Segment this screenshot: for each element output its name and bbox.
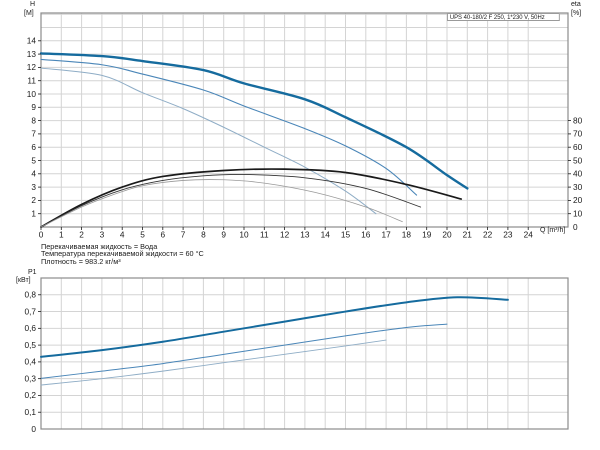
svg-text:4: 4 (120, 230, 125, 240)
svg-text:11: 11 (260, 230, 269, 240)
svg-text:24: 24 (524, 230, 534, 240)
svg-text:5: 5 (31, 155, 36, 165)
svg-text:0,7: 0,7 (24, 306, 36, 316)
svg-text:50: 50 (573, 155, 583, 165)
svg-text:7: 7 (181, 230, 186, 240)
svg-text:60: 60 (573, 142, 583, 152)
svg-text:14: 14 (27, 36, 37, 46)
svg-text:0: 0 (31, 424, 36, 434)
svg-text:10: 10 (573, 209, 583, 219)
svg-text:9: 9 (31, 102, 36, 112)
svg-text:8: 8 (31, 115, 36, 125)
svg-text:4: 4 (31, 169, 36, 179)
svg-text:40: 40 (573, 169, 583, 179)
svg-text:14: 14 (321, 230, 331, 240)
svg-text:0: 0 (39, 230, 44, 240)
svg-text:80: 80 (573, 115, 583, 125)
svg-text:2: 2 (31, 195, 36, 205)
svg-text:5: 5 (140, 230, 145, 240)
svg-text:13: 13 (300, 230, 310, 240)
svg-text:11: 11 (27, 76, 36, 86)
svg-text:0,5: 0,5 (24, 340, 36, 350)
svg-text:17: 17 (381, 230, 391, 240)
svg-text:10: 10 (239, 230, 249, 240)
svg-text:2: 2 (79, 230, 84, 240)
svg-text:0,2: 0,2 (24, 390, 36, 400)
svg-text:20: 20 (442, 230, 452, 240)
svg-text:8: 8 (201, 230, 206, 240)
svg-text:15: 15 (341, 230, 351, 240)
svg-text:1: 1 (59, 230, 64, 240)
svg-text:0,4: 0,4 (24, 357, 36, 367)
svg-text:0,3: 0,3 (24, 373, 36, 383)
svg-text:70: 70 (573, 129, 583, 139)
svg-text:23: 23 (503, 230, 513, 240)
svg-text:21: 21 (463, 230, 473, 240)
svg-text:0,6: 0,6 (24, 323, 36, 333)
svg-text:18: 18 (402, 230, 412, 240)
svg-text:10: 10 (27, 89, 37, 99)
svg-text:12: 12 (280, 230, 290, 240)
svg-text:16: 16 (361, 230, 371, 240)
svg-text:12: 12 (27, 62, 37, 72)
svg-text:20: 20 (573, 195, 583, 205)
svg-text:1: 1 (31, 209, 36, 219)
svg-text:0: 0 (573, 222, 578, 232)
svg-text:7: 7 (31, 129, 36, 139)
svg-text:6: 6 (160, 230, 165, 240)
svg-text:19: 19 (422, 230, 432, 240)
svg-text:3: 3 (100, 230, 105, 240)
svg-text:0,8: 0,8 (24, 290, 36, 300)
svg-text:3: 3 (31, 182, 36, 192)
svg-text:9: 9 (221, 230, 226, 240)
svg-text:22: 22 (483, 230, 493, 240)
svg-text:13: 13 (27, 49, 37, 59)
svg-text:30: 30 (573, 182, 583, 192)
svg-text:0,1: 0,1 (24, 407, 36, 417)
svg-text:6: 6 (31, 142, 36, 152)
